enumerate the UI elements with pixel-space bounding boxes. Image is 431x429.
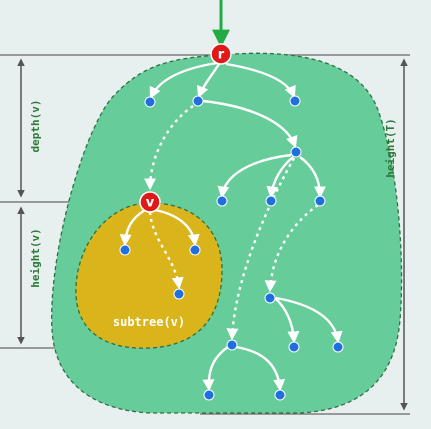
tree-edges [119,61,343,392]
edge [144,105,194,191]
tree-node [264,292,276,304]
tree-node [216,195,228,207]
height-v-label: height(v) [29,228,42,288]
tree-node [192,95,204,107]
root-node [210,43,232,65]
root-label: r [218,48,225,63]
edge [235,345,286,392]
edge [202,346,229,392]
edge [299,156,326,199]
depth-measure: depth(v) [17,58,42,198]
subtree-label: subtree(v) [113,315,185,329]
height-t-measure: height(T) [384,58,408,411]
tree-node [274,389,286,401]
tree-node [144,96,156,108]
tree-node [265,195,277,207]
tree-node [289,95,301,107]
height-v-measure: height(v) [17,206,42,345]
tree-node [332,341,344,353]
tree-node [119,244,131,256]
edge [202,99,298,149]
edge [275,296,343,344]
height-t-label: height(T) [384,118,397,178]
edge [119,208,146,247]
edge [154,208,200,247]
subtree-region [75,202,223,349]
edge [225,62,296,99]
tree-node [288,341,300,353]
edge [266,156,294,199]
depth-label: depth(v) [29,100,42,153]
tree-node [173,288,185,300]
edge [264,204,319,293]
tree-node [203,389,215,401]
edge [274,297,300,344]
edge [149,61,218,100]
edge [226,157,296,341]
tree-nodes [119,95,344,401]
node-v [139,191,161,213]
tree-node [226,339,238,351]
edge [217,153,292,199]
edge [148,211,184,290]
edge [196,63,221,99]
tree-node [189,244,201,256]
tree-node [314,195,326,207]
tree-node [290,146,302,158]
node-v-label: v [146,196,155,211]
